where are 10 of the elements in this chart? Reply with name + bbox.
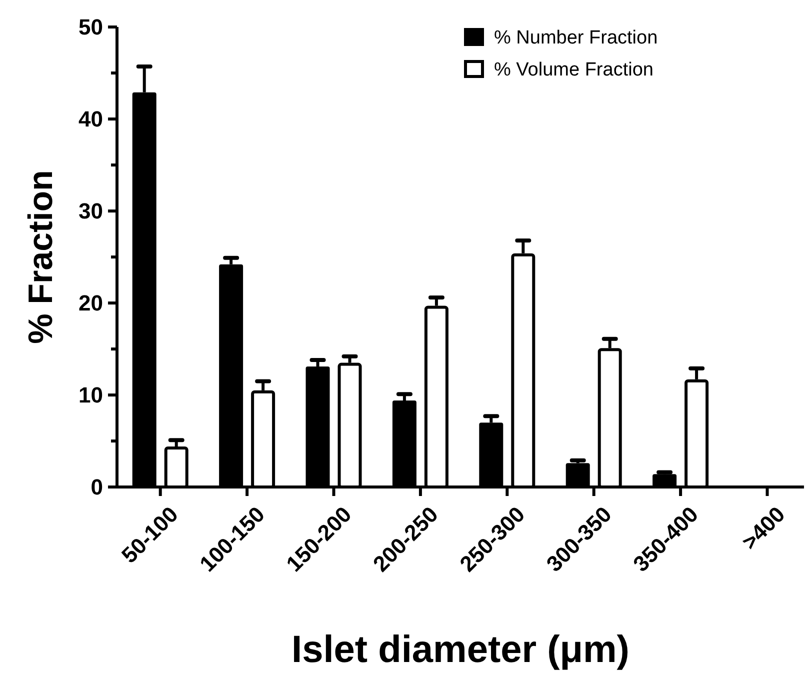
y-tick-label: 30 bbox=[78, 198, 103, 224]
y-tick-label: 0 bbox=[90, 474, 103, 500]
y-axis-title: % Fraction bbox=[22, 170, 60, 344]
legend-label: % Number Fraction bbox=[494, 28, 658, 49]
x-axis-title: Islet diameter (μm) bbox=[292, 629, 630, 671]
y-tick-label: 20 bbox=[78, 290, 103, 316]
y-tick-label: 10 bbox=[78, 382, 103, 408]
y-tick-label: 40 bbox=[78, 106, 103, 132]
legend-label: % Volume Fraction bbox=[494, 60, 654, 81]
y-tick-label: 50 bbox=[78, 14, 103, 40]
